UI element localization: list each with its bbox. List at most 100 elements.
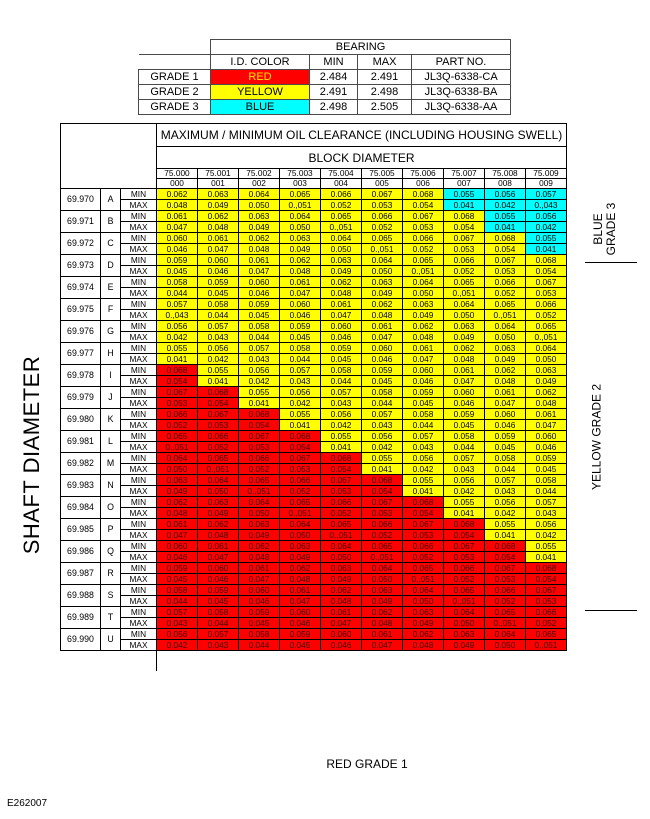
clearance-max-value: 0.041 <box>320 441 362 453</box>
clearance-max-value: 0.047 <box>156 529 198 541</box>
min-label: MIN <box>120 386 157 398</box>
bearing-part-number: JL3Q-6338-CA <box>411 69 511 85</box>
shaft-row-min: 69.988 S MIN 0.058 0.059 0.060 0.061 0.062 0.063… <box>60 584 567 607</box>
shaft-row-min: 69.974 E MIN 0.058 0.059 0.060 0.061 0.062 0.063… <box>60 276 567 299</box>
shaft-diameter-value: 69.990 <box>60 628 101 651</box>
clearance-min-value: 0.058 <box>238 320 280 332</box>
clearance-max-value: 0.052 <box>238 463 280 475</box>
shaft-diameter-value: 69.974 <box>60 276 101 299</box>
clearance-max-value: 0.043 <box>320 397 362 409</box>
clearance-max-value: 0.044 <box>361 397 403 409</box>
clearance-min-value: 0.060 <box>320 320 362 332</box>
max-label: MAX <box>120 573 157 585</box>
shaft-grade-letter: M <box>100 452 121 475</box>
bearing-grade-label: GRADE 3 <box>138 99 211 115</box>
clearance-min-value: 0.059 <box>525 452 567 464</box>
clearance-min-value: 0.055 <box>484 210 526 222</box>
clearance-max-value: 0.050 <box>443 617 485 629</box>
clearance-max-value: 0.053 <box>279 463 321 475</box>
clearance-min-value: 0.057 <box>361 408 403 420</box>
clearance-min-value: 0.064 <box>443 298 485 310</box>
block-code-value: 000 <box>156 178 198 189</box>
clearance-max-value: 0.042 <box>443 485 485 497</box>
clearance-min-value: 0.064 <box>402 584 444 596</box>
bearing-row-grade-2: GRADE 2 YELLOW 2.491 2.498 JL3Q-6338-BA <box>138 84 511 100</box>
clearance-max-value: 0.041 <box>361 463 403 475</box>
clearance-max-value: 0.047 <box>279 595 321 607</box>
shaft-row-min: 69.987 R MIN 0.059 0.060 0.061 0.062 0.063 0.064… <box>60 562 567 585</box>
clearance-max-value: 0.054 <box>197 397 239 409</box>
clearance-max-value: 0.,051 <box>525 639 567 651</box>
clearance-max-value: 0.048 <box>197 529 239 541</box>
clearance-max-value: 0.053 <box>320 485 362 497</box>
max-label: MAX <box>120 221 157 233</box>
shaft-row-max: MAX 0.053 0.054 0.041 0.042 0.043 0.044 0.045 0.… <box>61 397 567 409</box>
clearance-min-value: 0.062 <box>279 254 321 266</box>
clearance-min-value: 0.066 <box>156 408 198 420</box>
shaft-row-max: MAX 0.046 0.047 0.048 0.049 0.050 0.,051 0.052 0… <box>61 243 567 255</box>
clearance-max-value: 0.048 <box>238 243 280 255</box>
clearance-min-value: 0.065 <box>320 518 362 530</box>
clearance-min-value: 0.068 <box>484 540 526 552</box>
clearance-min-value: 0.067 <box>525 584 567 596</box>
block-code-value: 009 <box>525 178 567 189</box>
block-diameter-row: 75.000 75.001 75.002 75.003 75.004 75.005 75.0… <box>61 168 567 179</box>
clearance-min-value: 0.068 <box>238 408 280 420</box>
clearance-min-value: 0.068 <box>197 386 239 398</box>
max-label: MAX <box>120 463 157 475</box>
block-code-value: 006 <box>402 178 444 189</box>
shaft-grade-letter: U <box>100 628 121 651</box>
clearance-max-value: 0.046 <box>279 617 321 629</box>
clearance-min-value: 0.063 <box>361 584 403 596</box>
block-code-value: 005 <box>361 178 403 189</box>
clearance-max-value: 0.041 <box>156 353 198 365</box>
clearance-max-value: 0.047 <box>525 419 567 431</box>
clearance-min-value: 0.061 <box>156 210 198 222</box>
min-label: MIN <box>120 298 157 310</box>
clearance-min-value: 0.067 <box>279 452 321 464</box>
clearance-min-value: 0.066 <box>402 232 444 244</box>
clearance-min-value: 0.064 <box>238 496 280 508</box>
shaft-row-max: MAX 0.045 0.046 0.047 0.048 0.049 0.050 0.,051 0… <box>61 265 567 277</box>
max-label: MAX <box>120 265 157 277</box>
clearance-min-value: 0.056 <box>197 342 239 354</box>
clearance-max-value: 0.,043 <box>525 199 567 211</box>
clearance-max-value: 0.043 <box>402 441 444 453</box>
clearance-min-value: 0.064 <box>361 562 403 574</box>
clearance-max-value: 0.049 <box>238 529 280 541</box>
shaft-diameter-value: 69.970 <box>60 188 101 211</box>
clearance-max-value: 0.,051 <box>443 595 485 607</box>
shaft-row-min: 69.976 G MIN 0.056 0.057 0.058 0.059 0.060 0.061… <box>60 320 567 343</box>
bearing-part-number: JL3Q-6338-BA <box>411 84 511 100</box>
clearance-max-value: 0.042 <box>156 331 198 343</box>
clearance-max-value: 0.052 <box>402 551 444 563</box>
max-label: MAX <box>120 617 157 629</box>
clearance-max-value: 0.041 <box>525 551 567 563</box>
shaft-diameter-value: 69.978 <box>60 364 101 387</box>
shaft-grade-letter: I <box>100 364 121 387</box>
shaft-grade-letter: C <box>100 232 121 255</box>
shaft-row-min: 69.973 D MIN 0.059 0.060 0.061 0.062 0.063 0.064… <box>60 254 567 277</box>
clearance-max-value: 0.,051 <box>484 309 526 321</box>
clearance-max-value: 0.044 <box>402 419 444 431</box>
clearance-min-value: 0.055 <box>238 386 280 398</box>
clearance-min-value: 0.060 <box>156 232 198 244</box>
clearance-min-value: 0.063 <box>197 188 239 200</box>
clearance-max-value: 0.047 <box>197 243 239 255</box>
clearance-max-value: 0.048 <box>361 309 403 321</box>
clearance-min-value: 0.067 <box>361 496 403 508</box>
clearance-max-value: 0.049 <box>156 485 198 497</box>
max-label: MAX <box>120 419 157 431</box>
clearance-min-value: 0.060 <box>238 584 280 596</box>
shaft-row-min: 69.980 K MIN 0.066 0.067 0.068 0.055 0.056 0.057… <box>60 408 567 431</box>
clearance-max-value: 0.053 <box>238 441 280 453</box>
clearance-min-value: 0.064 <box>197 474 239 486</box>
shaft-row-min: 69.984 O MIN 0.062 0.063 0.064 0.065 0.066 0.067… <box>60 496 567 519</box>
clearance-max-value: 0.054 <box>525 265 567 277</box>
clearance-max-value: 0.044 <box>156 287 198 299</box>
clearance-max-value: 0.053 <box>402 529 444 541</box>
clearance-max-value: 0.043 <box>238 353 280 365</box>
clearance-max-value: 0.047 <box>484 397 526 409</box>
clearance-min-value: 0.061 <box>279 276 321 288</box>
clearance-min-value: 0.064 <box>484 628 526 640</box>
